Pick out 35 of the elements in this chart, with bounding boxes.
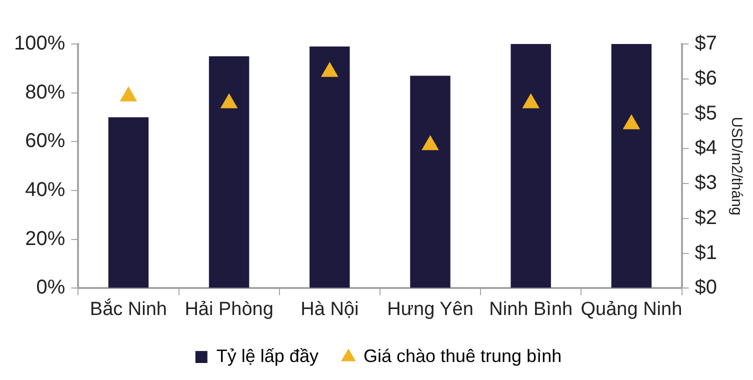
y2-tick-label: $6 <box>694 67 718 90</box>
x-tick-label: Quảng Ninh <box>580 298 682 320</box>
legend-label: Tỷ lệ lấp đầy <box>216 346 318 366</box>
point <box>422 136 439 150</box>
y2-tick-label: $7 <box>694 32 718 55</box>
point <box>522 94 540 108</box>
y-tick-label: 100% <box>14 32 66 55</box>
x-tick-label: Ninh Bình <box>489 298 573 320</box>
point <box>120 86 137 102</box>
point <box>321 62 338 77</box>
legend-label: Giá chào thuê trung bình <box>363 346 562 366</box>
y-tick-label: 40% <box>25 179 66 202</box>
y2-tick-label: $2 <box>694 206 718 229</box>
x-tick-label: Bắc Ninh <box>90 298 168 320</box>
x-tick-label: Hưng Yên <box>387 298 474 320</box>
y2-tick-label: $5 <box>694 102 718 124</box>
y2-tick-label: $0 <box>694 276 718 299</box>
bar <box>208 56 250 288</box>
y-tick-label: 80% <box>25 81 66 104</box>
point <box>220 94 238 108</box>
x-tick-label: Hà Nội <box>300 298 359 320</box>
bar <box>510 44 551 288</box>
y2-tick-label: $1 <box>694 242 718 264</box>
y-tick-label: 60% <box>25 130 66 152</box>
bar <box>611 44 652 288</box>
bar <box>310 46 350 288</box>
y2-tick-label: $4 <box>694 137 718 160</box>
y-tick-label: 0% <box>36 276 66 299</box>
bar <box>108 117 149 288</box>
bar <box>410 76 450 288</box>
x-tick-label: Hải Phòng <box>184 298 274 320</box>
y2-axis-title: USD/m2/tháng <box>728 116 745 216</box>
y2-tick-label: $3 <box>694 172 718 194</box>
y-tick-label: 20% <box>25 228 66 250</box>
point <box>623 114 640 130</box>
